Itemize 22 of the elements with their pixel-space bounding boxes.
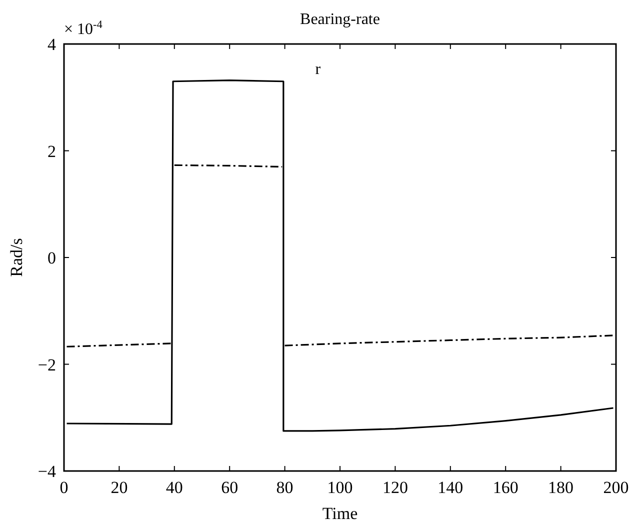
y-axis-title: Rad/s (7, 238, 26, 277)
line-series (66, 79, 614, 432)
x-tick-label: 0 (60, 478, 68, 497)
x-tick-label: 180 (548, 478, 574, 497)
y-tick-label: 2 (48, 142, 56, 161)
x-tick-label: 200 (603, 478, 629, 497)
y-tick-label: 0 (48, 248, 56, 268)
x-tick-label: 80 (276, 478, 294, 497)
x-tick-label: 140 (438, 478, 464, 497)
chart-title: Bearing-rate (300, 11, 380, 28)
x-tick-label: 100 (327, 478, 353, 497)
y-tick-label: 4 (48, 35, 56, 54)
y-tick-label: −4 (38, 462, 56, 481)
x-axis-title: Time (322, 504, 358, 523)
x-tick-label: 40 (166, 478, 183, 497)
x-tick-label: 120 (382, 478, 408, 497)
x-tick-label: 60 (221, 478, 238, 497)
x-tick-label: 160 (492, 478, 518, 497)
annotation: r (315, 61, 322, 78)
text: × 10$^{-4}$ (64, 19, 103, 38)
y-tick-label: −2 (38, 355, 56, 374)
x-tick-label: 20 (110, 478, 128, 497)
